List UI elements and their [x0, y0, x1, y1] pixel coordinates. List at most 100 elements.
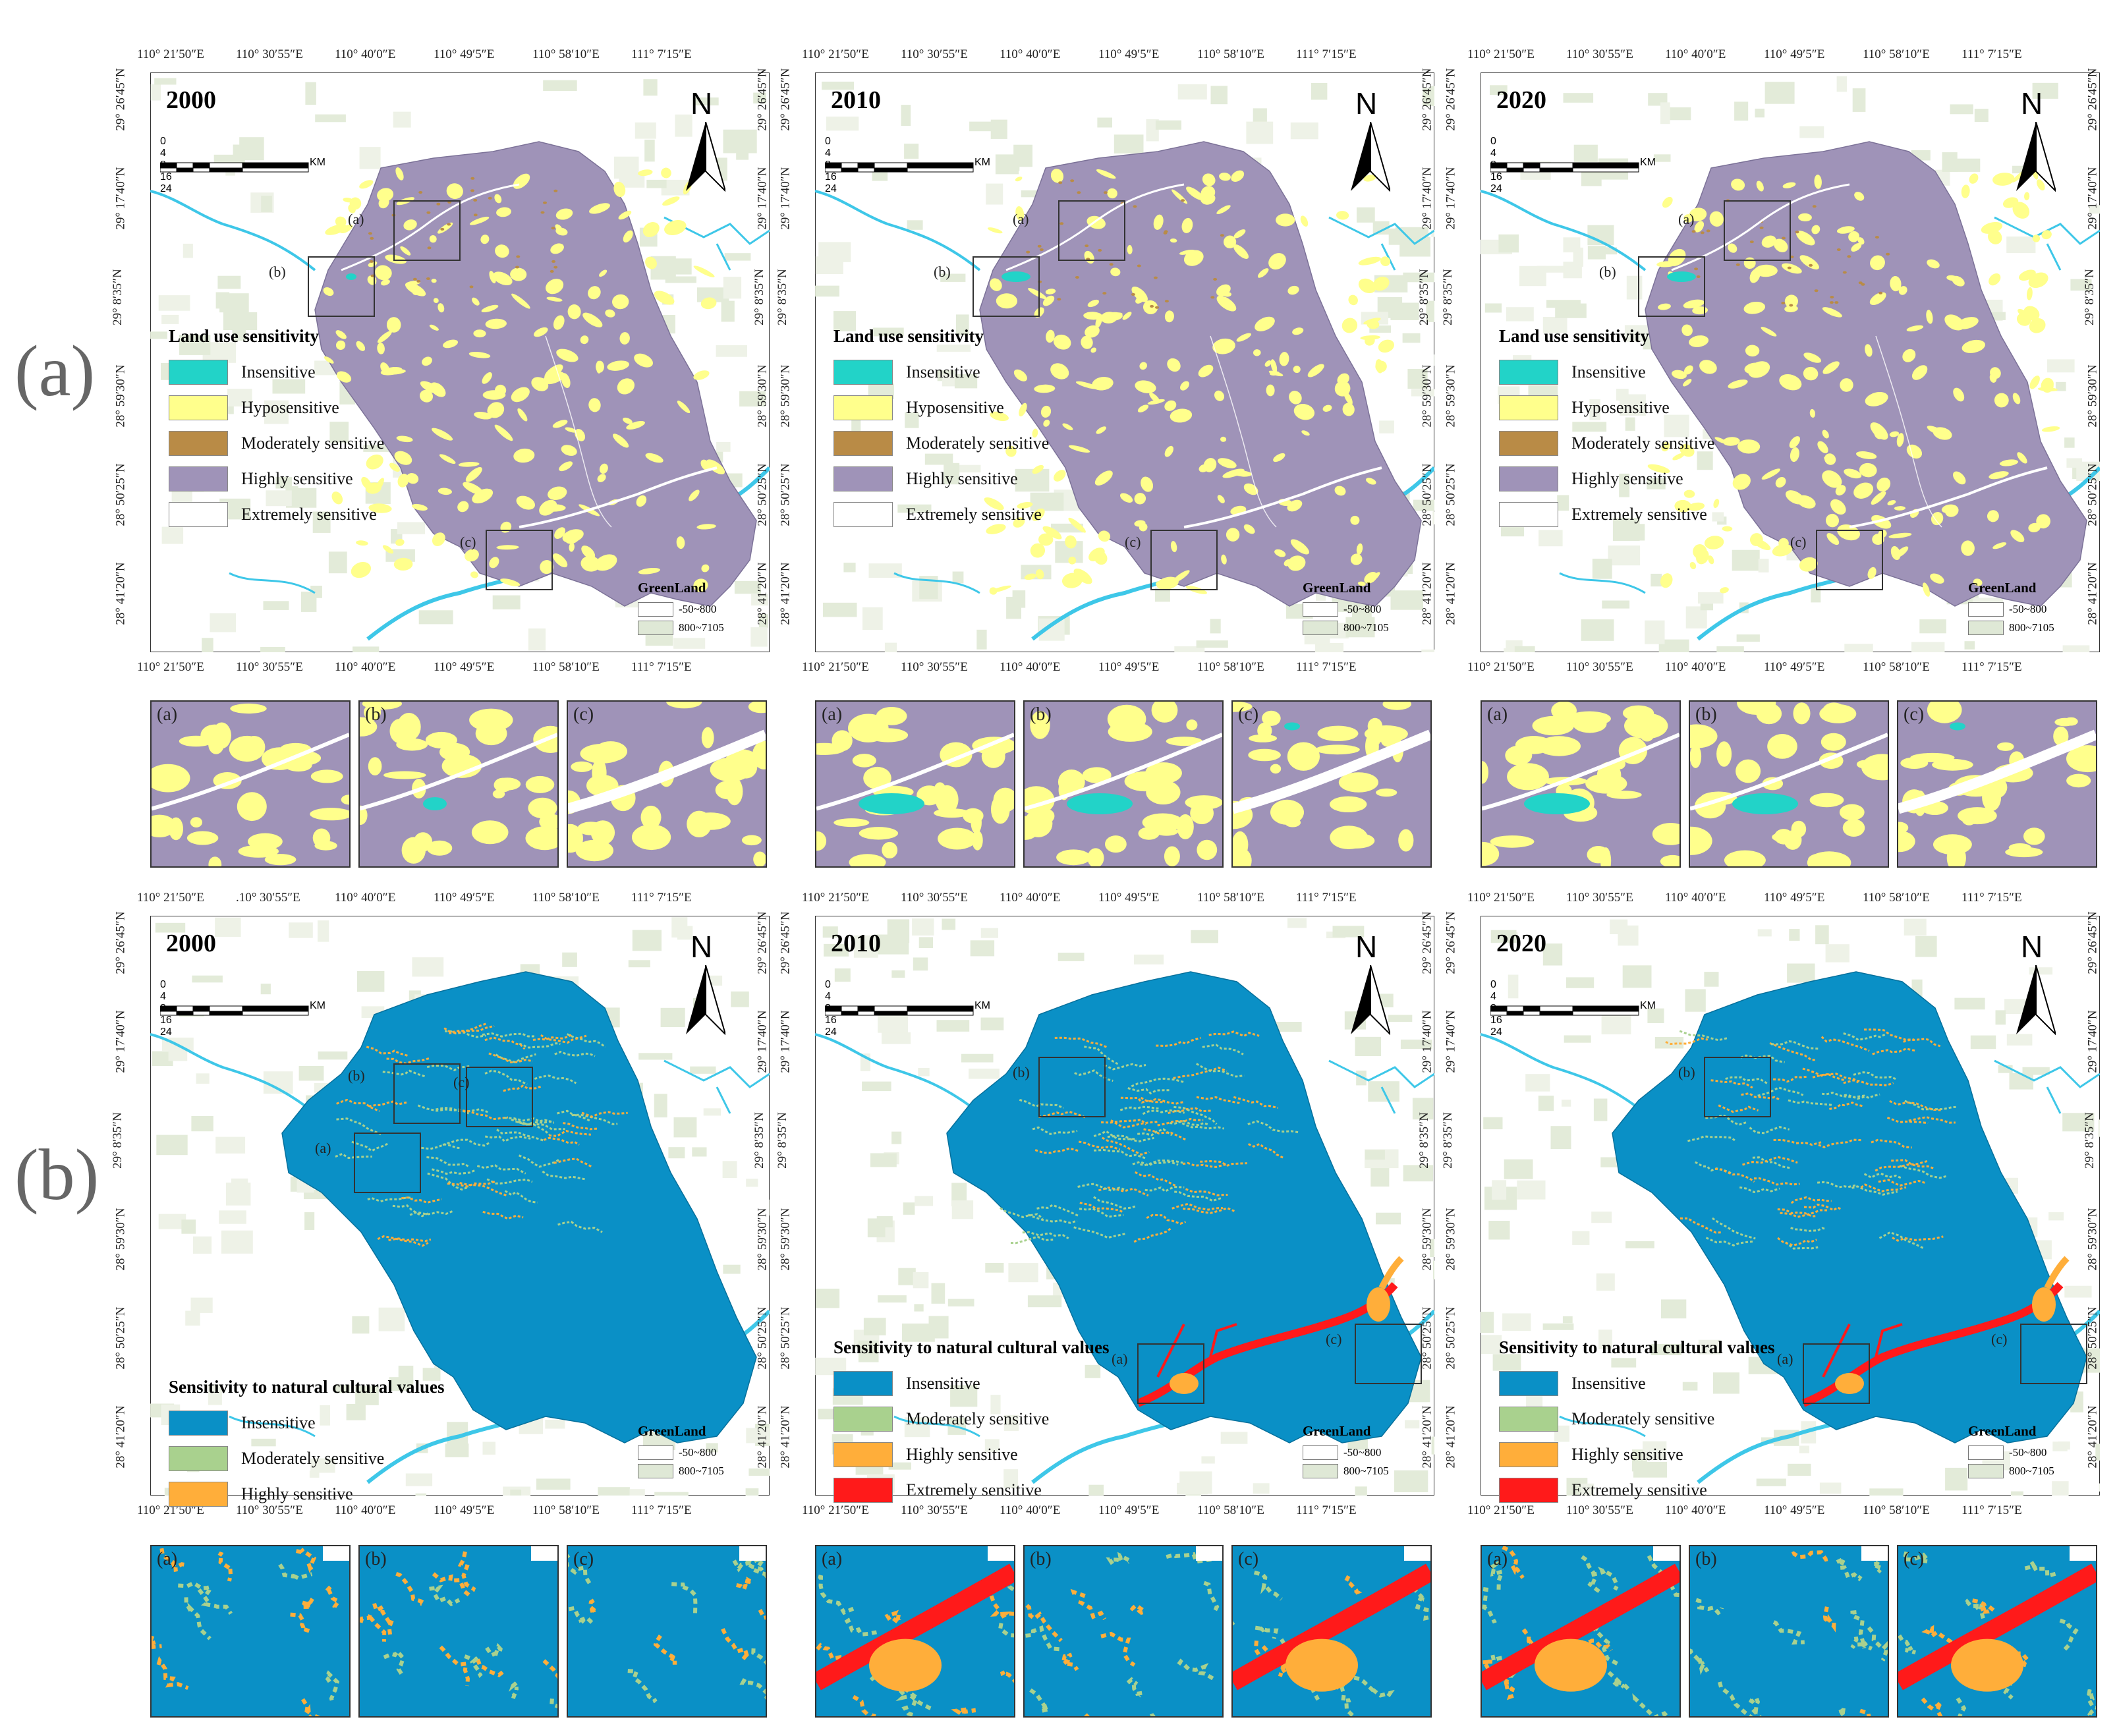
greenland-class-label: -50~800	[2009, 603, 2047, 615]
inset-b-2020-2: (c)	[1897, 1545, 2097, 1718]
scale-tick-label: 8	[825, 1003, 831, 1014]
bottom-tick-label: 110° 21′50″E	[802, 1503, 869, 1517]
greenland-legend-item: 800~7105	[1968, 619, 2054, 637]
map-panel-b-2010: (b) (a) (c) 110° 21′50″E 110° 30′55″E 110° 40…	[776, 891, 1434, 1517]
legend-label: Moderately sensitive	[241, 434, 385, 453]
zoom-box-label: (c)	[1790, 534, 1807, 550]
legend-item: Highly sensitive	[1499, 461, 1714, 497]
zoom-box-label: (b)	[269, 264, 286, 280]
inset-canvas	[1898, 1546, 2096, 1716]
right-tick-label: 29° 8′35″N	[752, 1112, 766, 1169]
greenland-legend-item: -50~800	[638, 1443, 724, 1462]
greenland-legend: GreenLand -50~800 800~7105	[1303, 1423, 1389, 1480]
greenland-legend-title: GreenLand	[1303, 1423, 1371, 1439]
zoom-box-label: (a)	[315, 1140, 331, 1156]
legend-label: Highly sensitive	[241, 1484, 353, 1503]
legend: Land use sensitivity Insensitive Hyposensi…	[169, 326, 384, 532]
bottom-tick-label: 110° 49′5″E	[1764, 1503, 1825, 1517]
zoom-box-label: (c)	[1326, 1331, 1342, 1347]
scale-tick-label: 8	[160, 159, 166, 171]
legend-item: Moderately sensitive	[833, 1401, 1110, 1437]
bottom-tick-label: 110° 40′0″E	[335, 1503, 396, 1517]
greenland-swatch	[1968, 602, 2004, 617]
inset-canvas	[1690, 1546, 1888, 1716]
inset-canvas	[568, 702, 766, 866]
bottom-tick-label: 110° 58′10″E	[1863, 1503, 1930, 1517]
right-tick-label: 28° 41′20″N	[2085, 562, 2100, 625]
scale-bar-labels: 0 4 8 16 24	[825, 979, 1023, 1038]
legend-item: Insensitive	[169, 1405, 445, 1441]
inset-canvas	[360, 1546, 557, 1716]
top-tick-label: 110° 21′50″E	[137, 47, 204, 61]
legend-label: Insensitive	[241, 362, 316, 381]
bottom-tick-label: 110° 30′55″E	[236, 660, 303, 674]
inset-b-2010-1: (b)	[1023, 1545, 1224, 1718]
right-tick-label: 28° 50′25″N	[1420, 463, 1434, 526]
scale-bar-labels: 0 4 8 16 24	[1490, 136, 1688, 194]
greenland-class-label: 800~7105	[2009, 1465, 2054, 1477]
legend-title: Sensitivity to natural cultural values	[169, 1377, 445, 1397]
north-label: N	[1355, 86, 1378, 121]
legend-item: Highly sensitive	[1499, 1437, 1775, 1472]
scale-unit-label: KM	[974, 1000, 990, 1011]
top-tick-label: 110° 21′50″E	[1467, 891, 1535, 905]
left-tick-label: 29° 26′45″N	[1444, 68, 1458, 131]
right-tick-label: 29° 26′45″N	[2085, 68, 2100, 131]
greenland-swatch	[638, 1445, 673, 1460]
greenland-class-label: 800~7105	[679, 1465, 724, 1477]
legend-item: Hyposensitive	[1499, 390, 1714, 426]
legend-label: Highly sensitive	[1571, 1445, 1683, 1464]
year-label: 2000	[166, 930, 216, 957]
bottom-tick-label: 110° 30′55″E	[901, 1503, 968, 1517]
bottom-tick-label: 111° 7′15″E	[631, 660, 692, 674]
scale-tick-label: 24	[1490, 1026, 1502, 1038]
bottom-tick-label: 110° 40′0″E	[1665, 1503, 1726, 1517]
bottom-tick-label: 110° 49′5″E	[1098, 660, 1160, 674]
top-tick-label: 110° 49′5″E	[434, 47, 495, 61]
legend-label: Extremely sensitive	[241, 505, 377, 524]
left-tick-label: 29° 17′40″N	[778, 167, 793, 230]
scale-bar-labels: 0 4 8 16 24	[160, 136, 358, 194]
left-tick-label: 28° 50′25″N	[1444, 1306, 1458, 1370]
legend-title: Land use sensitivity	[833, 326, 984, 346]
legend-item: Highly sensitive	[169, 461, 384, 497]
year-label: 2000	[166, 86, 216, 114]
legend-label: Highly sensitive	[906, 469, 1018, 488]
top-tick-label: 111° 7′15″E	[1962, 891, 2022, 905]
greenland-swatch	[1968, 621, 2004, 635]
left-tick-label: 29° 8′35″N	[775, 1112, 789, 1169]
legend-label: Moderately sensitive	[906, 434, 1050, 453]
top-tick-label: 111° 7′15″E	[1962, 47, 2022, 61]
top-tick-label: 110° 49′5″E	[1764, 47, 1825, 61]
legend-item: Highly sensitive	[833, 461, 1049, 497]
bottom-tick-label: 110° 30′55″E	[901, 660, 968, 674]
top-tick-label: .10° 30′55″E	[236, 891, 300, 905]
legend-swatch	[833, 502, 893, 527]
legend-swatch	[1499, 431, 1558, 456]
left-tick-label: 28° 59′30″N	[778, 1208, 793, 1271]
right-tick-label: 29° 26′45″N	[755, 68, 770, 131]
top-tick-label: 111° 7′15″E	[631, 891, 692, 905]
legend-label: Insensitive	[1571, 1374, 1646, 1393]
legend-swatch	[169, 431, 228, 456]
row-label-a: (a)	[14, 331, 96, 411]
greenland-legend: GreenLand -50~800 800~7105	[638, 580, 724, 637]
left-tick-label: 28° 41′20″N	[113, 562, 128, 625]
inset-canvas	[816, 1546, 1014, 1716]
right-tick-label: 28° 41′20″N	[1420, 562, 1434, 625]
top-tick-label: 110° 30′55″E	[1566, 47, 1633, 61]
scale-tick-label: 16	[825, 1015, 837, 1026]
legend-swatch	[833, 431, 893, 456]
greenland-class-label: -50~800	[1343, 1446, 1382, 1459]
legend-item: Extremely sensitive	[833, 1472, 1110, 1508]
top-tick-label: 110° 58′10″E	[532, 891, 600, 905]
top-tick-label: 111° 7′15″E	[1296, 47, 1357, 61]
legend-item: Hyposensitive	[833, 390, 1049, 426]
scale-tick-label: 4	[1490, 991, 1496, 1002]
scale-bar	[1490, 1005, 1639, 1016]
scale-tick-label: 0	[160, 136, 166, 147]
map-canvas	[815, 72, 1434, 652]
legend: Sensitivity to natural cultural values In…	[1499, 1337, 1775, 1508]
legend-item: Highly sensitive	[169, 1476, 445, 1512]
legend-swatch	[833, 1407, 893, 1432]
